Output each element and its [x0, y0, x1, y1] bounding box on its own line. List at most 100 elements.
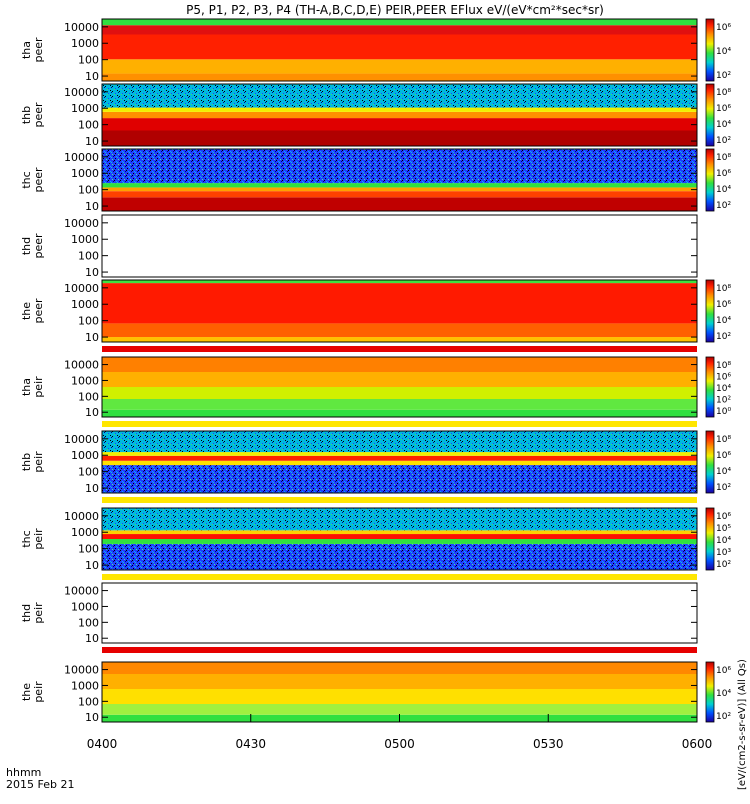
y-tick-label: 1000	[71, 526, 99, 539]
spectrogram-band	[102, 337, 697, 342]
colorbar-tick-label: 10²	[716, 332, 731, 342]
spectrogram-band	[102, 455, 697, 461]
panel-label: peir	[32, 602, 45, 624]
colorbar-tick-label: 10⁶	[716, 23, 731, 33]
panel-label: peer	[32, 37, 45, 63]
spectrogram-band	[102, 431, 697, 453]
colorbar-tick-label: 10⁴	[716, 47, 731, 57]
panel-frame	[101, 507, 698, 571]
time-axis-label: hhmm	[6, 766, 41, 779]
y-tick-label: 1000	[71, 37, 99, 50]
colorbar	[705, 18, 715, 82]
colorbar-tick-label: 10⁶	[716, 169, 731, 179]
y-tick-label: 10	[85, 135, 99, 148]
spectrogram-band	[102, 25, 697, 35]
y-tick-label: 100	[78, 616, 99, 629]
x-tick-label: 0500	[384, 737, 415, 751]
colorbar-tick-label: 10⁴	[716, 467, 731, 477]
x-tick-label: 0600	[682, 737, 713, 751]
y-tick-label: 100	[78, 250, 99, 263]
y-tick-label: 10	[85, 331, 99, 344]
colorbar-tick-label: 10⁶	[716, 512, 731, 522]
y-tick-label: 100	[78, 390, 99, 403]
colorbar-tick-label: 10²	[716, 201, 731, 211]
y-tick-label: 100	[78, 119, 99, 132]
spectrogram-band	[102, 280, 697, 284]
panel-frame	[101, 356, 698, 418]
panel-the-peir: 10 100 1000 10000 the peir 10⁶ 10⁴ 10²	[20, 661, 731, 724]
y-tick-label: 10000	[64, 86, 99, 99]
colorbar-tick-label: 10⁶	[716, 451, 731, 461]
colorbar	[705, 430, 715, 494]
y-tick-label: 10	[85, 406, 99, 419]
y-tick-label: 10	[85, 70, 99, 83]
spectrogram-band	[102, 323, 697, 338]
spectrogram-band	[102, 399, 697, 410]
spectrogram-band	[102, 107, 697, 112]
y-tick-label: 10000	[64, 151, 99, 164]
spectrogram-band	[102, 130, 697, 146]
panel-label: thc	[20, 171, 33, 188]
panel-frame	[101, 279, 698, 343]
separator-strip	[102, 497, 697, 503]
y-tick-label: 10000	[64, 433, 99, 446]
spectrogram-band	[102, 530, 697, 535]
x-tick-label: 0400	[87, 737, 118, 751]
colorbar-tick-label: 10²	[716, 560, 731, 570]
spectrogram-band	[102, 534, 697, 539]
panel-label: peer	[32, 102, 45, 128]
colorbar-tick-label: 10⁴	[716, 185, 731, 195]
colorbar	[705, 148, 715, 212]
y-tick-label: 100	[78, 184, 99, 197]
y-tick-label: 1000	[71, 449, 99, 462]
y-tick-label: 1000	[71, 102, 99, 115]
spectrogram-band	[102, 508, 697, 531]
y-tick-label: 10000	[64, 217, 99, 230]
spectrogram-band	[102, 704, 697, 715]
spectrogram-band	[102, 357, 697, 372]
colorbar-label: [eV/(cm2-s-sr-eV)] (All Qs)	[737, 659, 748, 790]
spectrogram-band	[102, 452, 697, 456]
y-tick-label: 10	[85, 482, 99, 495]
colorbar-tick-label: 10⁸	[716, 435, 731, 445]
x-tick-label: 0530	[533, 737, 564, 751]
y-tick-label: 100	[78, 315, 99, 328]
spectrogram-band	[102, 543, 697, 570]
figure-title: P5, P1, P2, P3, P4 (TH-A,B,C,D,E) PEIR,P…	[186, 3, 604, 17]
panel-label: peer	[32, 167, 45, 193]
separator-strip	[102, 421, 697, 427]
spectrogram-band	[102, 465, 697, 493]
panel-thb-peer: 10 100 1000 10000 thb peer 10⁸ 10⁶ 10⁴ 10²	[20, 83, 731, 148]
time-axis: 0400 0430 0500 0530 0600	[87, 714, 713, 751]
colorbar-tick-label: 10⁴	[716, 384, 731, 394]
spectrogram-band	[102, 283, 697, 324]
panel-label: peer	[32, 298, 45, 324]
colorbar-tick-label: 10⁴	[716, 120, 731, 130]
x-tick-label: 0430	[235, 737, 266, 751]
panel-label: thd	[20, 237, 33, 255]
colorbar-tick-label: 10²	[716, 71, 731, 81]
y-tick-label: 10000	[64, 21, 99, 34]
spectrogram-band	[102, 19, 697, 26]
colorbar-tick-label: 10²	[716, 483, 731, 493]
panel-thb-peir: 10 100 1000 10000 thb peir 10⁸ 10⁶ 10⁴ 10²	[20, 430, 731, 503]
colorbar-tick-label: 10⁸	[716, 284, 731, 294]
panel-label: peir	[32, 451, 45, 473]
spectrogram-band	[102, 662, 697, 674]
colorbar-tick-label: 10⁸	[716, 361, 731, 371]
panel-thd-peir: 10 100 1000 10000 thd peir	[20, 582, 698, 653]
y-tick-label: 1000	[71, 679, 99, 692]
y-tick-label: 10	[85, 559, 99, 572]
panel-label: thb	[20, 453, 33, 471]
y-tick-label: 1000	[71, 298, 99, 311]
colorbar-tick-label: 10⁴	[716, 316, 731, 326]
panel-label: thb	[20, 106, 33, 124]
colorbar-tick-label: 10²	[716, 396, 731, 406]
spectrogram-band	[102, 197, 697, 211]
panel-label: peir	[32, 681, 45, 703]
panel-label: the	[20, 683, 33, 701]
colorbar-tick-label: 10²	[716, 136, 731, 146]
panel-label: the	[20, 302, 33, 320]
y-tick-label: 10	[85, 266, 99, 279]
